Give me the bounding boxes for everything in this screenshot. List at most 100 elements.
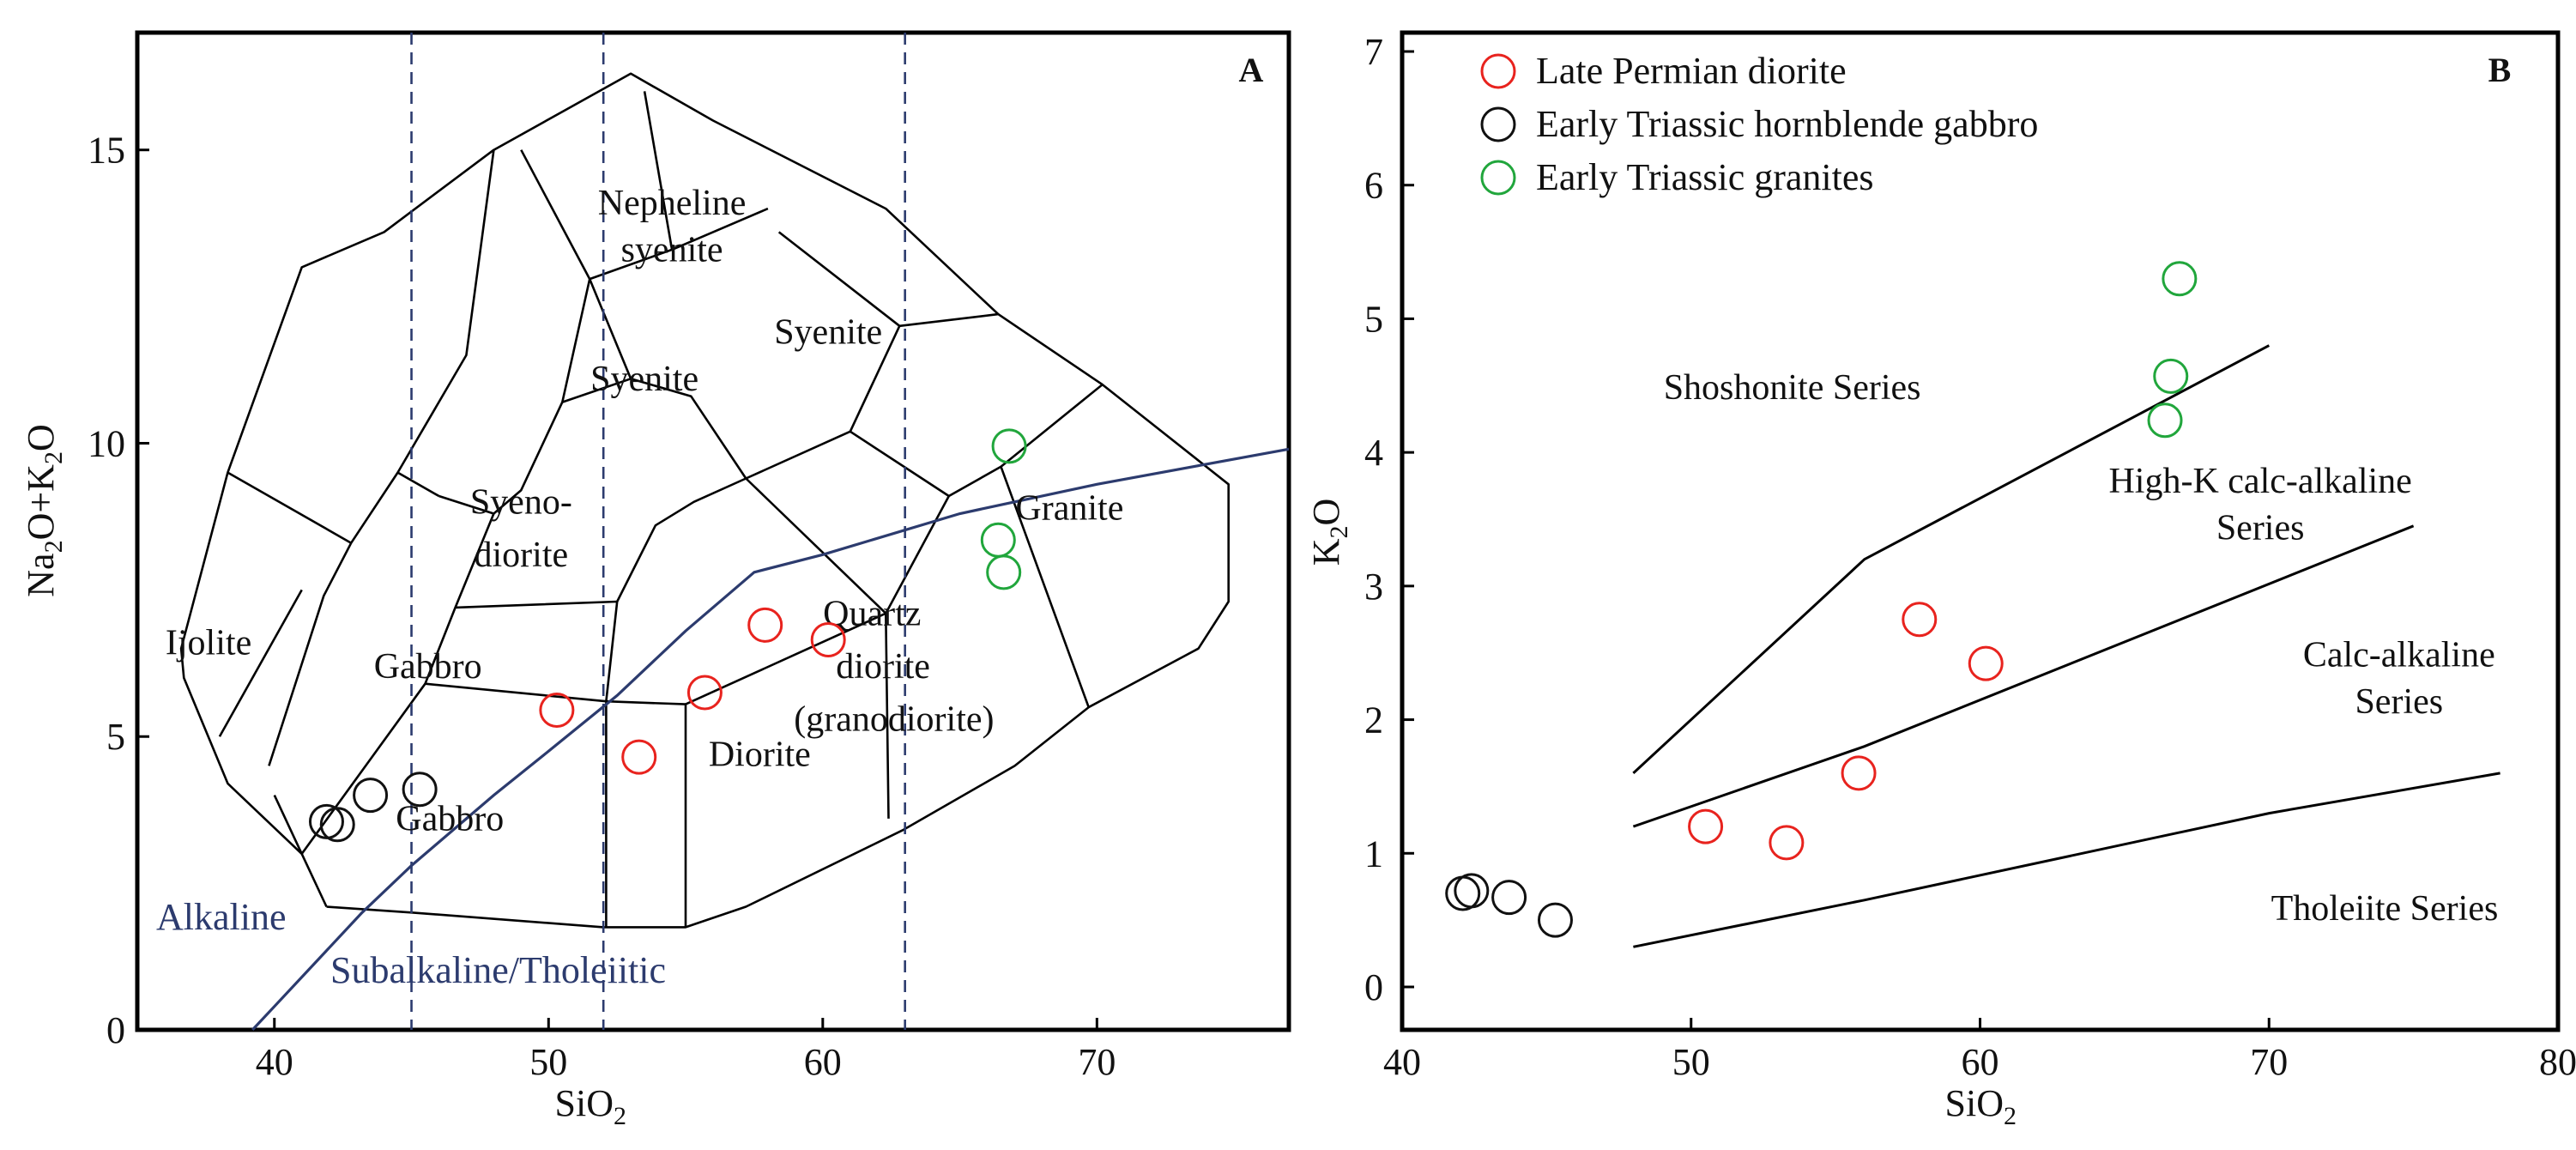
tas-boundary-line [268,542,353,766]
tas-boundary-line [643,91,674,251]
tas-field-label: diorite [836,647,930,687]
legend-marker [1480,106,1516,142]
panel-b-label: B [2488,51,2512,89]
panel-b-ylabel: K2O [1305,499,1353,566]
panel-a-point [980,522,1016,558]
series-boundary-line [1632,344,2271,775]
panel-b-point [2153,358,2189,394]
panel-b-ytick-label: 2 [1364,699,1383,741]
series-field-label: Shoshonite Series [1664,368,1921,408]
panel-a: 40 50 60 70 0 5 10 15 Nepheline syenite Syenite Sye… [88,33,1290,1083]
tas-boundary-line [273,795,303,855]
series-field-label: High-K calc-alkaline [2108,462,2411,501]
legend-marker [1480,160,1516,196]
panel-b-point [2162,261,2198,297]
series-field-label: Series [2216,508,2305,548]
tas-field-label: Ijolite [166,624,251,663]
panel-a-point [353,778,389,814]
series-field-label: Series [2355,682,2443,722]
panel-a-ytick-label: 0 [106,1009,125,1051]
panel-a-xtick-label: 50 [529,1041,567,1083]
panel-b-ytick-label: 0 [1364,966,1383,1008]
panel-b-ytick-label: 4 [1364,432,1383,474]
panel-a-point [991,428,1027,464]
legend-marker [1480,53,1516,89]
tas-field-label: (granodiorite) [794,699,994,739]
tas-boundary-line [616,477,887,614]
tas-field-label: Gabbro [396,800,504,839]
panel-b-point [1769,825,1805,861]
tas-field-label: Diorite [709,735,811,774]
subalkaline-label: Subalkaline/Tholeiitic [330,949,666,991]
panel-a-xtick-label: 40 [256,1041,293,1083]
panel-b-point [2147,402,2183,439]
panel-a-frame [135,30,1291,1032]
tas-boundary-line [350,149,495,544]
tas-boundary-line [885,465,1090,708]
tas-field-label: Gabbro [374,647,482,687]
panel-b-point [1454,873,1490,909]
panel-a-ylabel: Na2O+K2O [20,424,68,596]
panel-b-xtick-label: 40 [1383,1041,1421,1083]
tas-field-label: Nepheline [598,184,747,223]
tas-field-label: Granite [1015,488,1123,528]
panel-b-point [1968,645,2004,681]
tas-boundary-line [1000,384,1104,468]
panel-b-xlabel: SiO2 [1945,1082,2017,1130]
panel-b-xtick-label: 80 [2539,1041,2576,1083]
panel-b-ytick-label: 3 [1364,566,1383,608]
series-field-label: Calc-alkaline [2303,635,2495,675]
panel-b-xtick-label: 70 [2250,1041,2288,1083]
panel-a-xtick-label: 70 [1078,1041,1116,1083]
series-boundary-line [1633,772,2500,948]
panel-a-ytick-label: 15 [88,130,125,172]
panel-b-point [1537,902,1573,938]
tas-field-label: Syenite [774,312,882,352]
panel-b-ytick-label: 1 [1364,832,1383,875]
tas-boundary-line [606,699,687,928]
panel-b-ytick-label: 7 [1364,31,1383,73]
panel-b-point [1491,880,1527,916]
tas-boundary-line [227,471,352,544]
tas-boundary-line [899,312,999,328]
legend-label: Early Triassic hornblende gabbro [1536,103,2038,145]
panel-a-point [402,772,438,808]
alkaline-label: Alkaline [156,896,287,938]
series-boundary-line [1632,524,2415,828]
panel-a-xlabel: SiO2 [555,1082,626,1130]
tas-field-label: Syeno- [470,482,572,522]
panel-b-point [1841,755,1877,791]
panel-a-point [621,739,657,775]
panel-a-point [539,692,575,728]
tas-boundary-line [218,589,303,737]
panel-a-point [686,675,723,711]
panel-a-ytick-label: 10 [88,422,125,464]
series-field-label: Tholeiite Series [2271,889,2499,929]
panel-a-point [747,607,783,643]
panel-b-ytick-label: 6 [1364,165,1383,207]
panel-a-xtick-label: 60 [804,1041,842,1083]
panel-b-ytick-label: 5 [1364,298,1383,340]
tas-field-label: diorite [475,536,569,575]
tas-boundary-line [396,471,440,498]
tas-field-label: Syenite [590,360,698,399]
panel-a-point [986,554,1022,590]
legend-label: Late Permian diorite [1536,50,1847,92]
panel-b-point [1688,808,1724,844]
panel-a-point [810,621,846,657]
tas-boundary-line [454,513,495,608]
tas-boundary-line [424,600,619,702]
tas-boundary-line [745,430,950,498]
panel-a-point [319,807,355,843]
panel-b-xtick-label: 60 [1962,1041,1999,1083]
alkaline-subalkaline-boundary [251,447,1290,1032]
tas-boundary-line [520,149,591,280]
legend-label: Early Triassic granites [1536,156,1874,198]
panel-a-ytick-label: 5 [106,716,125,758]
panel-b: 40 50 60 70 80 0 1 2 3 4 5 6 7 Shoshonite Series High-… [1364,31,2576,1083]
tas-field-label: syenite [621,231,723,270]
panel-b-point [1902,602,1938,638]
panel-a-label: A [1239,51,1264,89]
panel-b-xtick-label: 50 [1672,1041,1710,1083]
